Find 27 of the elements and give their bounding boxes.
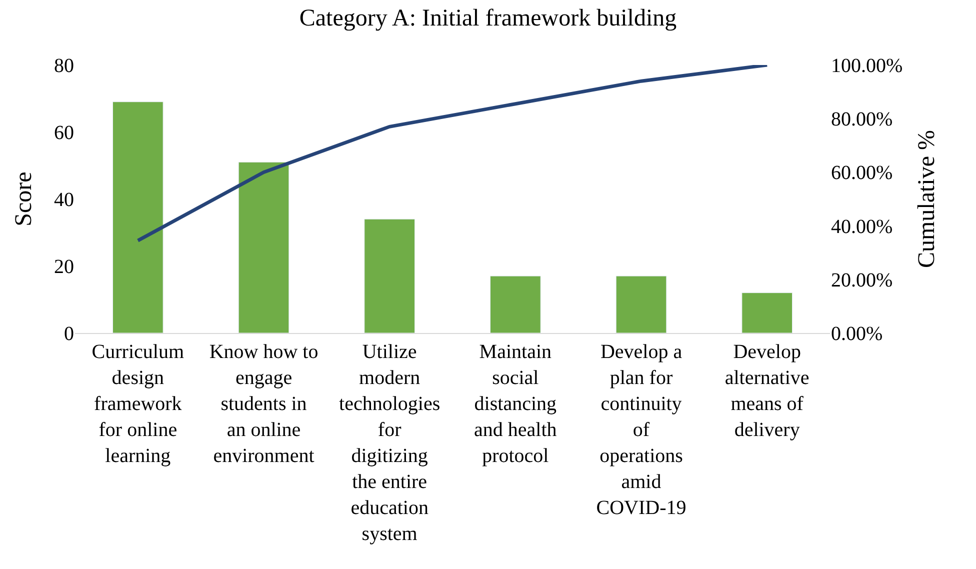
y-tick-label: 0: [64, 323, 74, 345]
y2-tick-label: 100.00%: [831, 55, 903, 77]
y2-tick-label: 80.00%: [831, 108, 893, 131]
bar: [238, 162, 290, 333]
y2-tick-label: 60.00%: [831, 162, 893, 184]
bar: [364, 218, 415, 333]
x-tick-label: Maintain social distancing and health protocol: [474, 341, 557, 467]
y-tick-label: 60: [54, 122, 74, 144]
y2-tick-label: 20.00%: [831, 269, 893, 292]
y-axis-title: Score: [11, 172, 38, 226]
chart-title: Category A: Initial framework building: [299, 5, 677, 32]
y2-tick-label: 40.00%: [831, 216, 893, 238]
bar: [490, 276, 541, 333]
y-tick-label: 20: [54, 256, 74, 278]
bar: [742, 292, 792, 333]
x-tick-label: Curriculum design framework for online learning: [92, 341, 184, 467]
x-tick-label: Develop a plan for continuity of operations amid COVID-19: [596, 341, 686, 519]
line-series: [136, 65, 769, 242]
x-tick-label: Utilize modern technologies for digitizing the entire education system: [339, 341, 440, 545]
x-tick-label: Know how to engage students in an online environment: [209, 341, 318, 467]
bar: [112, 102, 164, 333]
y2-tick-label: 0.00%: [831, 323, 883, 345]
y2-axis-title: Cumulative %: [914, 130, 940, 268]
bar: [616, 276, 667, 333]
x-tick-label: Develop alternative means of delivery: [724, 341, 810, 441]
y-tick-label: 40: [54, 189, 74, 211]
y-tick-label: 80: [54, 55, 74, 77]
